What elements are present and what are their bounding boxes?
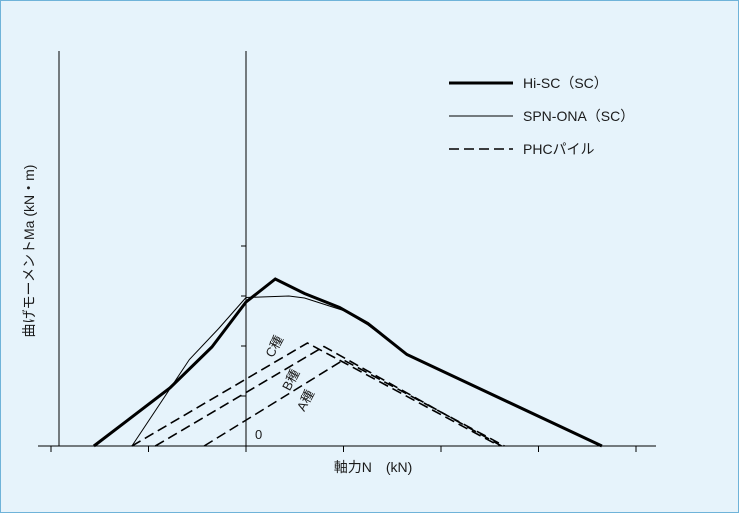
axes bbox=[38, 51, 656, 452]
series-line-phc-a bbox=[203, 359, 505, 447]
legend: Hi-SC（SC） SPN-ONA（SC） PHCパイル bbox=[449, 75, 634, 157]
annotation-label: A種 bbox=[294, 387, 317, 413]
series-line-spn-ona bbox=[131, 295, 603, 447]
series-line-hi-sc bbox=[92, 277, 603, 448]
series-layer bbox=[92, 277, 603, 448]
series-line-phc-c bbox=[131, 342, 500, 447]
y-axis-label: 曲げモーメントMa (kN・m) bbox=[21, 165, 37, 338]
annotation-label: C種 bbox=[262, 333, 286, 360]
x-axis-label: 軸力N (kN) bbox=[334, 459, 413, 475]
annotation-label: B種 bbox=[279, 367, 302, 393]
legend-label: SPN-ONA（SC） bbox=[523, 108, 634, 124]
legend-label: Hi-SC（SC） bbox=[523, 75, 608, 91]
legend-label: PHCパイル bbox=[523, 141, 595, 157]
origin-label: 0 bbox=[255, 427, 262, 442]
series-line-phc-b bbox=[154, 345, 502, 447]
